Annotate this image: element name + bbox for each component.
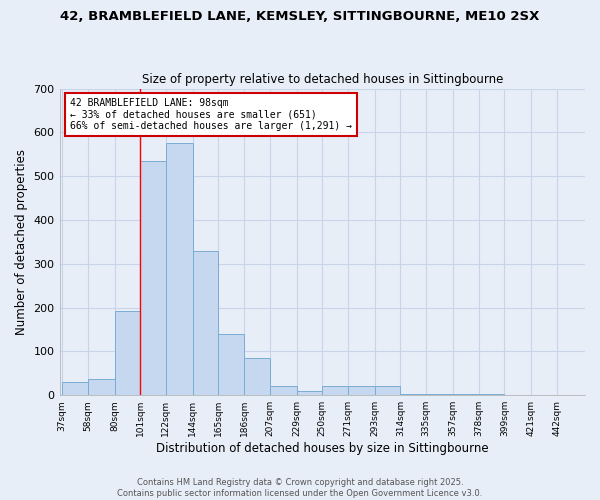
Bar <box>453 394 479 395</box>
Bar <box>218 334 244 395</box>
Bar <box>479 394 505 395</box>
Bar <box>296 391 322 395</box>
Bar <box>426 394 453 395</box>
X-axis label: Distribution of detached houses by size in Sittingbourne: Distribution of detached houses by size … <box>156 442 488 455</box>
Bar <box>88 379 115 395</box>
Bar <box>62 382 88 395</box>
Bar <box>375 386 400 395</box>
Text: 42, BRAMBLEFIELD LANE, KEMSLEY, SITTINGBOURNE, ME10 2SX: 42, BRAMBLEFIELD LANE, KEMSLEY, SITTINGB… <box>61 10 539 23</box>
Bar <box>322 386 348 395</box>
Bar <box>270 386 296 395</box>
Bar <box>400 394 426 395</box>
Bar <box>166 144 193 395</box>
Title: Size of property relative to detached houses in Sittingbourne: Size of property relative to detached ho… <box>142 73 503 86</box>
Bar <box>244 358 270 395</box>
Y-axis label: Number of detached properties: Number of detached properties <box>15 149 28 335</box>
Bar <box>348 386 375 395</box>
Text: 42 BRAMBLEFIELD LANE: 98sqm
← 33% of detached houses are smaller (651)
66% of se: 42 BRAMBLEFIELD LANE: 98sqm ← 33% of det… <box>70 98 352 131</box>
Bar <box>193 250 218 395</box>
Text: Contains HM Land Registry data © Crown copyright and database right 2025.
Contai: Contains HM Land Registry data © Crown c… <box>118 478 482 498</box>
Bar <box>115 310 140 395</box>
Bar <box>140 161 166 395</box>
